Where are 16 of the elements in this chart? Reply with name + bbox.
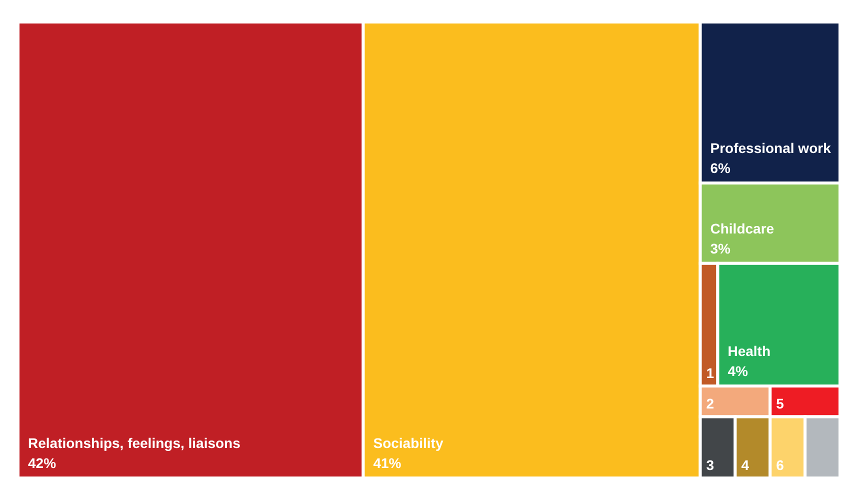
- category-label: Childcare: [710, 220, 774, 236]
- category-label: 3: [706, 457, 714, 473]
- category-label: 2: [706, 396, 714, 412]
- category-label: Health: [728, 343, 771, 360]
- category-label: 6: [776, 457, 784, 473]
- data-label: 6%: [710, 160, 732, 176]
- category-label: 4: [741, 457, 750, 473]
- category-label: 5: [776, 396, 784, 412]
- data-label: 3%: [710, 240, 732, 256]
- data-label: 4%: [728, 363, 749, 380]
- category-label: Professional work: [710, 140, 832, 156]
- category-label: 1: [706, 365, 714, 382]
- data-label: 41%: [373, 455, 402, 471]
- category-label: Relationships, feelings, liaisons: [28, 435, 241, 451]
- category-label: Sociability: [373, 435, 444, 451]
- data-label: 42%: [28, 455, 57, 471]
